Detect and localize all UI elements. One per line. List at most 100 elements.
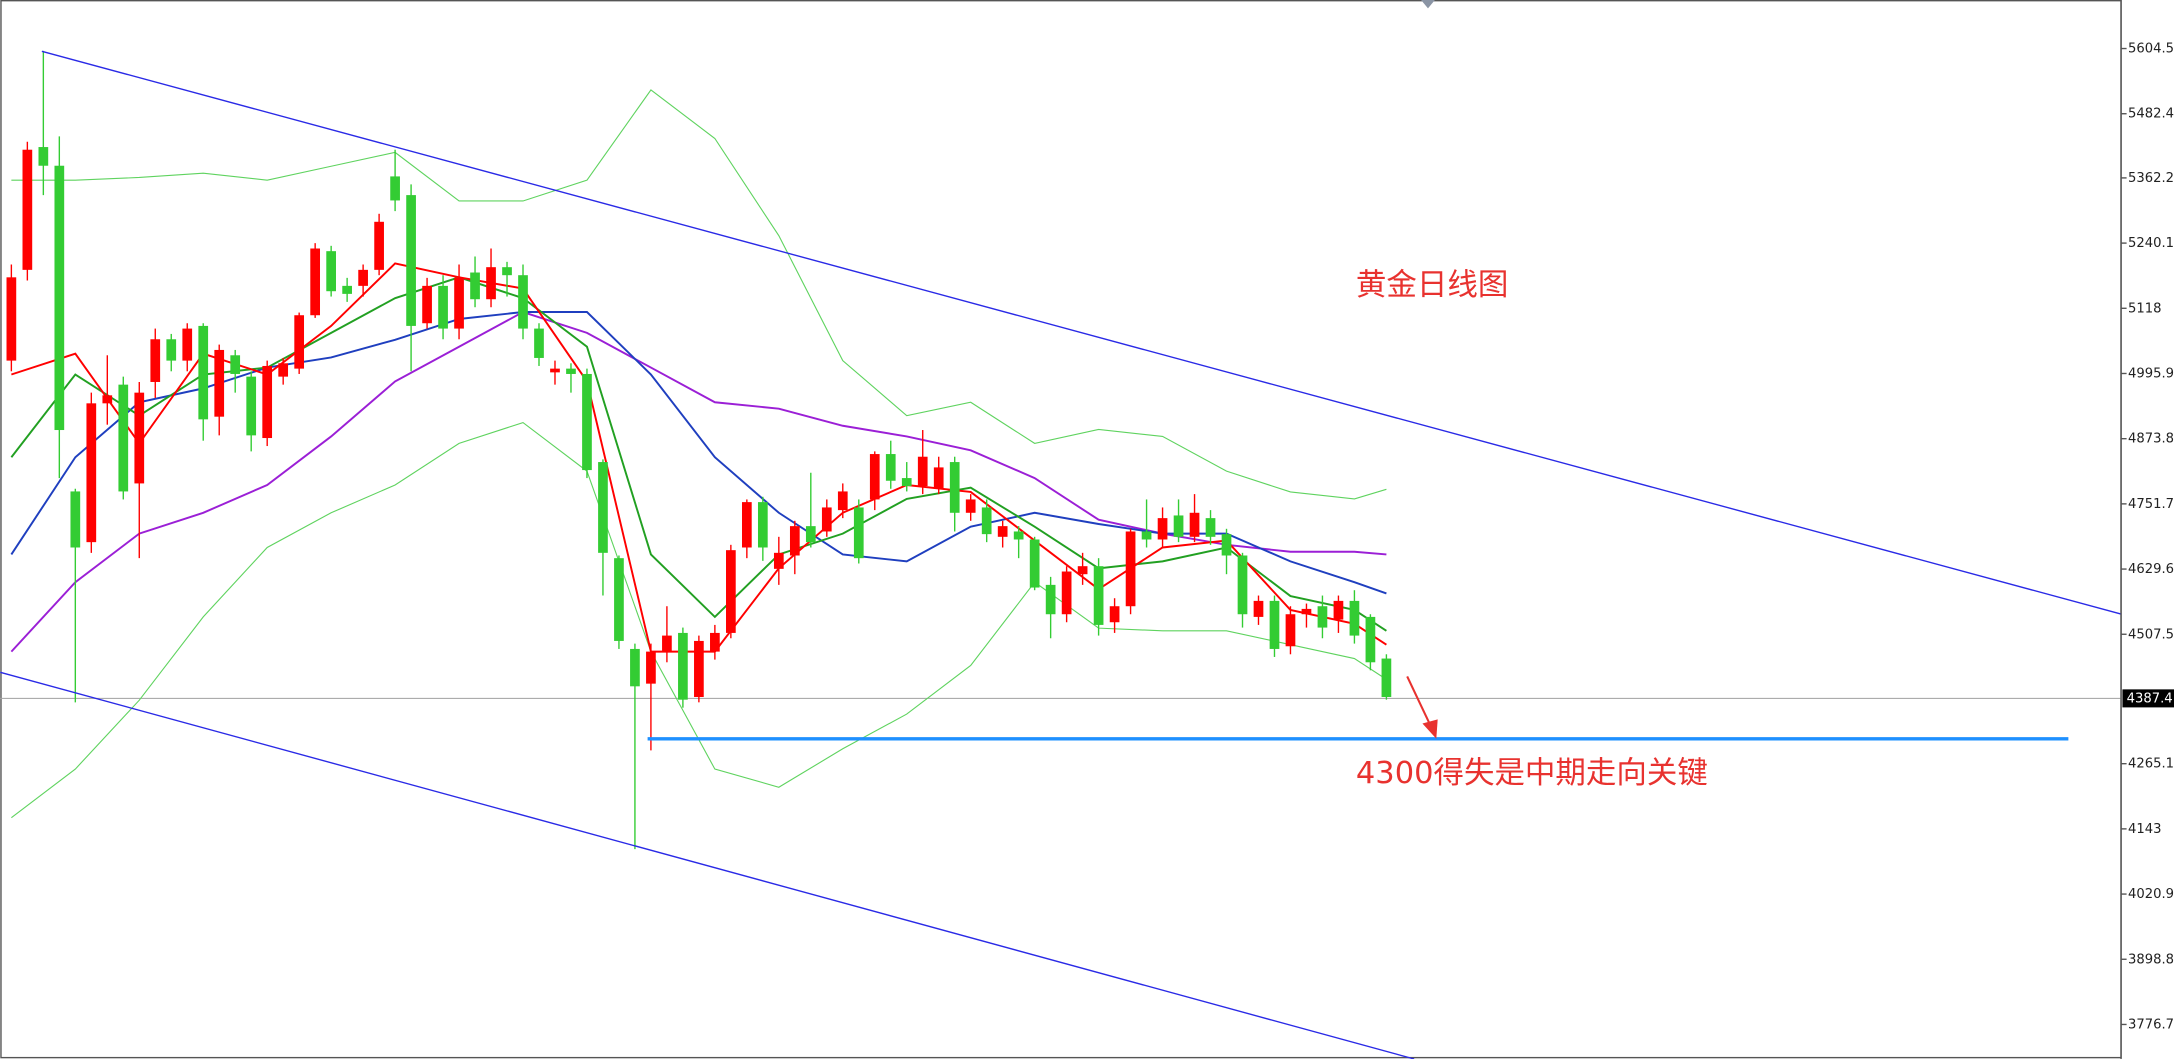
candle-body (1333, 600, 1344, 620)
support-annotation: 4300得失是中期走向关键 (1356, 756, 1708, 791)
candle-body (358, 269, 368, 286)
candle-body (710, 632, 720, 652)
candle-body (1253, 600, 1264, 617)
candle-body (102, 395, 113, 404)
candle-body (1349, 600, 1360, 636)
candle-body (805, 526, 816, 543)
candle-body (390, 176, 400, 201)
candle-body (614, 558, 624, 641)
y-tick-label: 3776.7 (2128, 1017, 2174, 1032)
candle-body (933, 467, 944, 489)
candle-body (342, 285, 352, 294)
candle-body (54, 165, 65, 431)
candle-body (310, 248, 321, 316)
candle-body (1125, 531, 1136, 607)
y-tick-label: 5604.5 (2128, 42, 2174, 57)
candle-body (821, 507, 832, 532)
candle-body (486, 267, 496, 300)
candle-body (678, 632, 688, 700)
y-tick-label: 5482.4 (2128, 107, 2174, 122)
candle-body (726, 550, 736, 633)
y-tick-label: 4629.6 (2128, 562, 2174, 577)
candle-body (1061, 571, 1072, 615)
candle-body (166, 339, 177, 361)
arrow-shaft (1406, 675, 1434, 730)
candle-body (917, 456, 928, 487)
candle-body (1045, 584, 1056, 615)
candle-body (965, 499, 976, 513)
candle-body (1381, 658, 1392, 697)
title-annotation: 黄金日线图 (1356, 268, 1508, 303)
candle-body (38, 147, 49, 166)
channel-lower (0, 671, 1415, 1059)
candle-body (853, 507, 864, 559)
candle-body (1029, 539, 1040, 588)
candle-body (901, 478, 912, 487)
y-tick-label: 4751.7 (2128, 497, 2174, 512)
y-tick-label: 4265.1 (2128, 757, 2174, 772)
candle-body (1301, 608, 1312, 615)
candle-body (630, 648, 640, 687)
candle-body (1077, 566, 1088, 575)
y-tick-label: 4143 (2128, 822, 2161, 837)
candle-body (757, 502, 768, 548)
candle-body (1013, 531, 1024, 540)
candle-body (134, 392, 145, 484)
candle-body (86, 403, 97, 543)
candle-body (198, 325, 209, 420)
y-tick-label: 3898.8 (2128, 952, 2174, 967)
channel-upper (41, 50, 2122, 615)
candle-body (1173, 515, 1184, 537)
y-tick-label: 5240.1 (2128, 236, 2174, 251)
shift-marker (1421, 0, 1435, 9)
indicator-line (10, 276, 1387, 632)
candle-body (550, 368, 560, 373)
candle-body (566, 368, 576, 374)
candle-body (454, 277, 464, 329)
candle-body (1237, 555, 1248, 615)
candle-body (118, 384, 129, 492)
candle-body (997, 526, 1008, 537)
candle-body (246, 376, 257, 436)
candle-body (662, 635, 672, 652)
arrow-head (1422, 719, 1438, 739)
candle-body (182, 328, 193, 361)
candle-body (885, 454, 896, 481)
indicator-line (10, 311, 1387, 595)
indicator-line (11, 421, 1387, 819)
y-tick-label: 4020.9 (2128, 887, 2174, 902)
candle-body (326, 251, 336, 292)
candle-body (1141, 531, 1152, 540)
price-axis: 5604.5 5482.4 5362.2 5240.1 5118 4995.9 4873.8… (2120, 0, 2174, 1059)
candle-body (1285, 614, 1296, 647)
candle-body (1317, 606, 1328, 628)
candle-body (1205, 518, 1216, 537)
candle-body (534, 328, 544, 358)
y-tick-label: 5118 (2128, 301, 2161, 316)
candle-body (1189, 512, 1200, 537)
candle-body (470, 272, 480, 300)
candle-body (869, 454, 880, 500)
last-price-label: 4387.4 (2127, 691, 2173, 706)
candle-body (773, 552, 784, 569)
candle-body (598, 462, 608, 553)
candle-body (582, 373, 592, 471)
candle-body (789, 526, 800, 556)
candle-body (22, 149, 33, 270)
candle-body (422, 285, 432, 324)
candle-body (374, 221, 384, 270)
candle-body (1093, 566, 1104, 625)
y-tick-label: 4873.8 (2128, 432, 2174, 447)
y-tick-label: 4995.9 (2128, 366, 2174, 381)
candle-body (278, 363, 289, 377)
candle-body (949, 462, 960, 513)
candle-body (6, 277, 17, 361)
candle-body (837, 491, 848, 511)
candle-body (981, 507, 992, 535)
plot-area (0, 50, 2122, 850)
candle-body (1221, 534, 1232, 556)
candle-body (1109, 606, 1120, 623)
candle-body (502, 267, 512, 276)
